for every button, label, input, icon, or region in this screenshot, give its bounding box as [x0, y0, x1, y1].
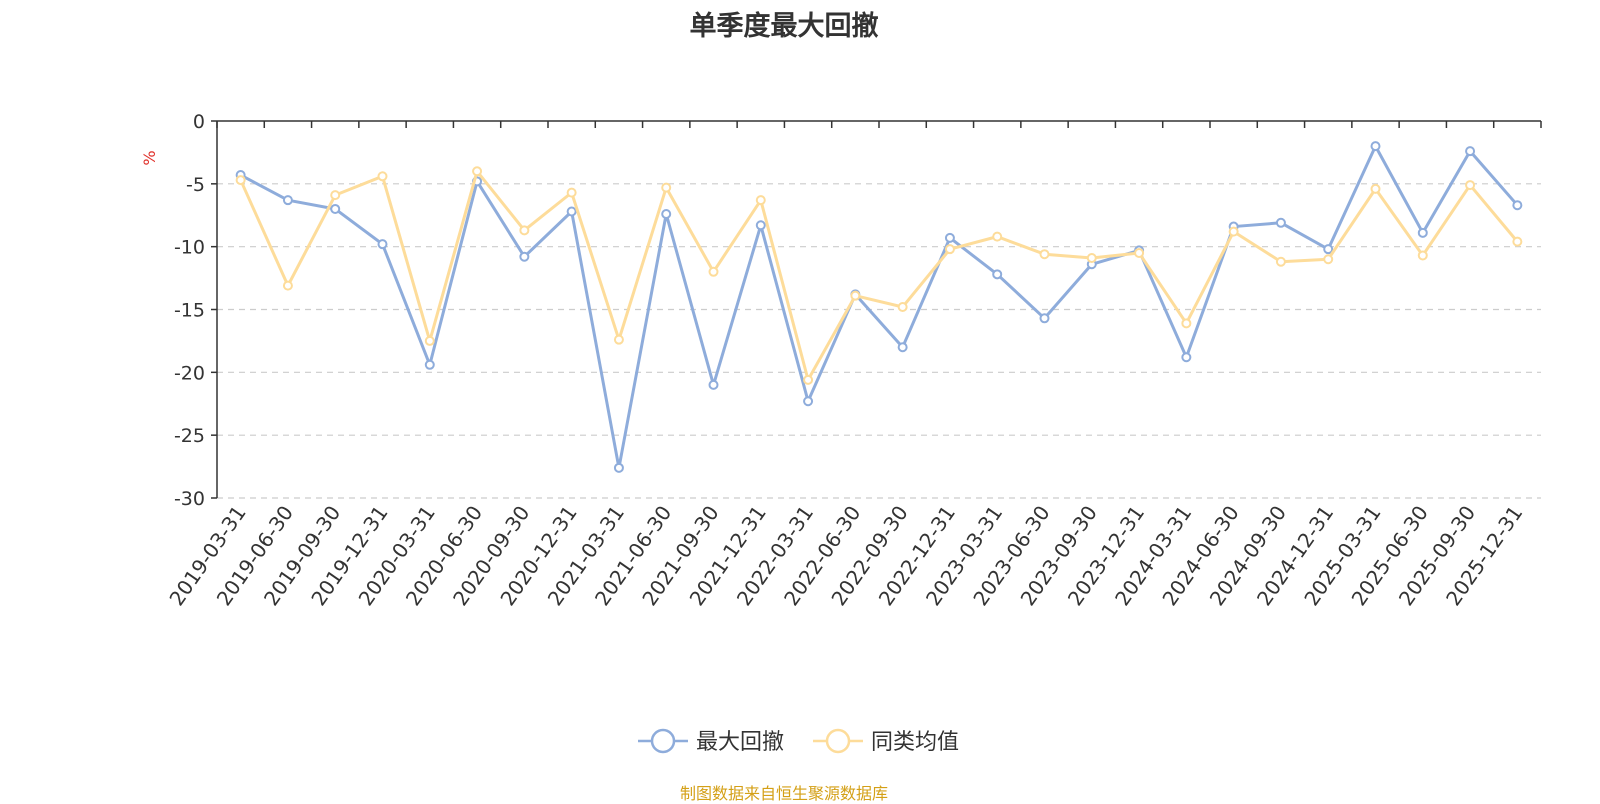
data-point [992, 231, 1003, 242]
data-point [235, 175, 246, 186]
data-point [1039, 249, 1050, 260]
axes: 0-5-10-15-20-25-302019-03-312019-06-3020… [164, 111, 1542, 610]
data-point [613, 462, 624, 473]
data-point [330, 203, 341, 214]
y-tick-label: -15 [174, 300, 205, 322]
data-point [282, 195, 293, 206]
data-point [850, 290, 861, 301]
data-point [1370, 183, 1381, 194]
data-point [566, 187, 577, 198]
data-point [1134, 247, 1145, 258]
y-tick-label: -30 [174, 488, 205, 510]
data-point [1039, 313, 1050, 324]
data-point [708, 379, 719, 390]
data-point [282, 280, 293, 291]
data-point [803, 374, 814, 385]
data-point [1417, 227, 1428, 238]
series-2 [235, 166, 1523, 385]
series-line [239, 144, 1519, 470]
data-point [377, 239, 388, 250]
chart-title: 单季度最大回撤 [689, 11, 879, 42]
data-point [944, 232, 955, 243]
y-tick-label: -10 [174, 237, 205, 259]
data-point [803, 396, 814, 407]
y-tick-label: 0 [193, 111, 205, 133]
grid-lines [217, 183, 1541, 499]
data-point [755, 195, 766, 206]
data-point [1465, 180, 1476, 191]
legend-label: 同类均值 [871, 730, 959, 755]
data-point [992, 269, 1003, 280]
data-point [377, 171, 388, 182]
data-point [330, 190, 341, 201]
data-point [1465, 146, 1476, 157]
data-point [424, 359, 435, 370]
legend-marker [650, 728, 676, 754]
legend-marker [825, 728, 851, 754]
legend: 最大回撤 同类均值 [638, 728, 959, 755]
legend-item-1: 最大回撤 [638, 728, 784, 755]
series-1 [235, 141, 1523, 473]
data-point [661, 182, 672, 193]
data-point [1181, 318, 1192, 329]
data-point [1512, 236, 1523, 247]
data-point [661, 208, 672, 219]
data-point [1323, 254, 1334, 265]
data-point [424, 335, 435, 346]
series-line [239, 169, 1519, 382]
data-point [1275, 217, 1286, 228]
data-point [1086, 252, 1097, 263]
data-point [1181, 352, 1192, 363]
data-point [519, 225, 530, 236]
data-point [897, 301, 908, 312]
data-point [472, 166, 483, 177]
data-point [1512, 200, 1523, 211]
data-point [897, 342, 908, 353]
data-point [944, 244, 955, 255]
data-point [755, 220, 766, 231]
data-point [708, 266, 719, 277]
data-point [1417, 250, 1428, 261]
data-point [519, 251, 530, 262]
y-axis-unit-label: % [140, 150, 159, 165]
y-tick-label: -20 [174, 362, 205, 384]
data-point [566, 206, 577, 217]
y-tick-label: -5 [186, 174, 205, 196]
data-point [1228, 226, 1239, 237]
series-lines [235, 141, 1523, 473]
y-tick-label: -25 [174, 425, 205, 447]
data-point [1323, 244, 1334, 255]
data-point [613, 334, 624, 345]
legend-label: 最大回撤 [696, 730, 784, 755]
legend-item-2: 同类均值 [813, 728, 959, 755]
data-point [1370, 141, 1381, 152]
source-note: 制图数据来自恒生聚源数据库 [679, 784, 888, 803]
data-point [1275, 256, 1286, 267]
